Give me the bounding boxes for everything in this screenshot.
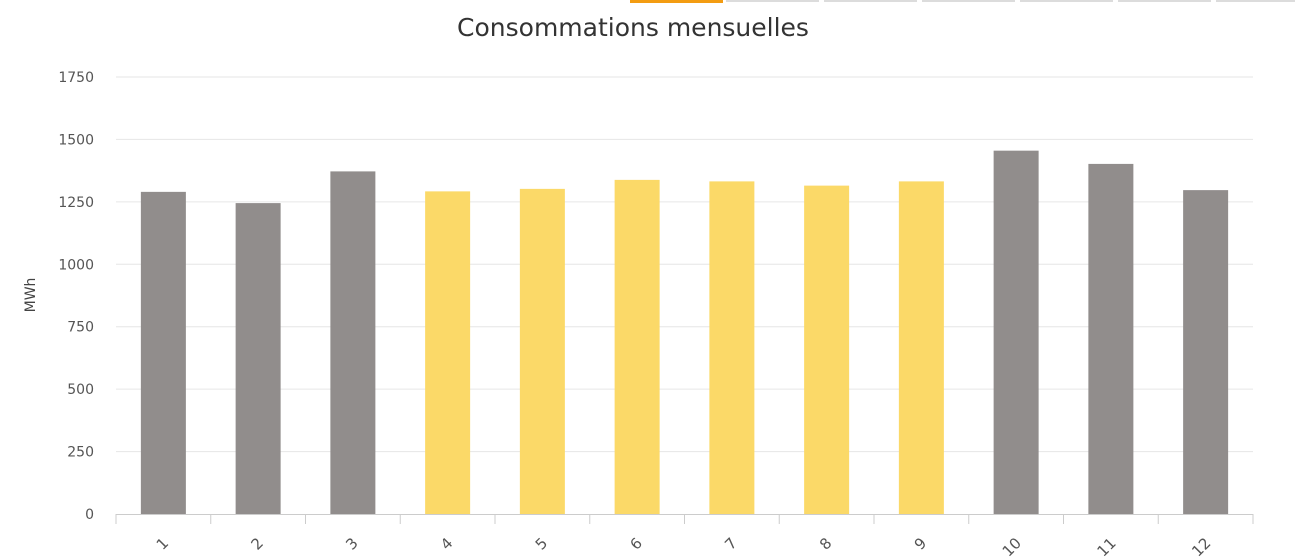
top-tab[interactable] xyxy=(1216,0,1295,2)
bar-month-2[interactable] xyxy=(235,203,281,514)
x-tick-label: 9 xyxy=(911,534,930,553)
x-tick-label: 12 xyxy=(1188,534,1214,560)
y-tick-label: 750 xyxy=(67,320,94,336)
y-tick-label: 1500 xyxy=(58,132,94,148)
top-tab[interactable] xyxy=(1020,0,1113,2)
x-tick-label: 10 xyxy=(999,534,1025,560)
y-tick-label: 500 xyxy=(67,382,94,398)
bars xyxy=(140,150,1229,515)
top-tab[interactable] xyxy=(726,0,819,2)
bar-month-6[interactable] xyxy=(614,179,660,515)
y-tick-label: 1250 xyxy=(58,195,94,211)
x-tick-label: 6 xyxy=(626,534,645,553)
bar-month-9[interactable] xyxy=(898,181,944,515)
y-tick-label: 250 xyxy=(67,445,94,461)
bar-month-12[interactable] xyxy=(1183,190,1229,514)
x-tick-label: 8 xyxy=(816,534,835,553)
chart-title: Consommations mensuelles xyxy=(457,13,809,42)
bar-month-7[interactable] xyxy=(709,181,755,515)
top-tab[interactable] xyxy=(1118,0,1211,2)
x-tick-label: 11 xyxy=(1093,534,1119,560)
bar-month-5[interactable] xyxy=(519,188,565,514)
x-tick-label: 5 xyxy=(532,534,551,553)
x-tick-label: 7 xyxy=(721,534,740,553)
top-tab[interactable] xyxy=(824,0,917,2)
bar-month-10[interactable] xyxy=(993,150,1039,514)
x-axis xyxy=(115,514,1254,524)
y-tick-label: 1000 xyxy=(58,257,94,273)
grid-lines xyxy=(116,76,1253,453)
bar-month-4[interactable] xyxy=(425,191,471,514)
bar-month-3[interactable] xyxy=(330,171,376,514)
top-tab-active[interactable] xyxy=(630,0,723,3)
y-tick-label: 1750 xyxy=(58,70,94,86)
y-tick-label: 0 xyxy=(85,507,94,523)
y-axis-ticks: 0 250 500 750 1000 1250 1500 1750 xyxy=(58,70,94,523)
bar-month-11[interactable] xyxy=(1088,163,1134,514)
top-tab-strip xyxy=(628,0,1295,3)
x-tick-label: 4 xyxy=(437,534,456,553)
x-tick-label: 3 xyxy=(342,534,361,553)
bar-month-8[interactable] xyxy=(804,185,850,514)
y-axis-label: MWh xyxy=(23,278,39,313)
x-tick-label: 1 xyxy=(153,534,172,553)
top-tab[interactable] xyxy=(922,0,1015,2)
x-tick-label: 2 xyxy=(247,534,266,553)
bar-month-1[interactable] xyxy=(140,191,186,514)
x-axis-ticks: 1 2 3 4 5 6 7 8 9 10 11 12 xyxy=(153,534,1215,560)
